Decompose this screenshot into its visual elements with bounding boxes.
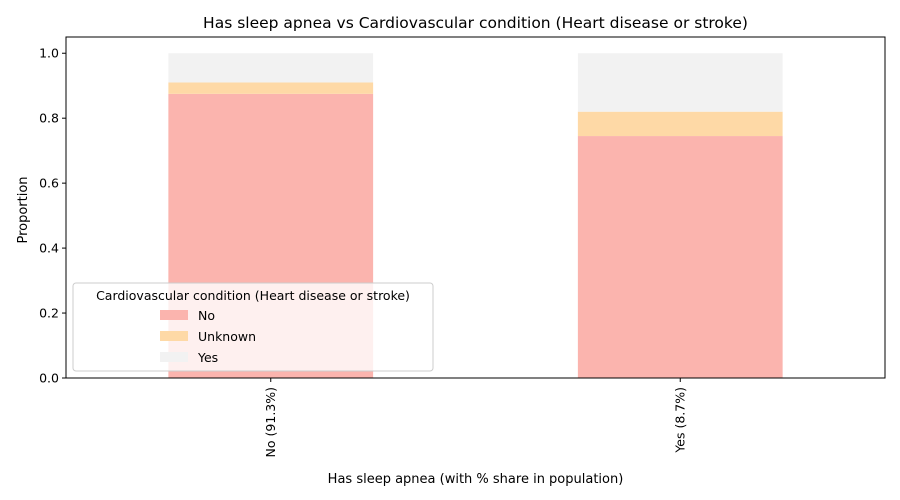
legend-box <box>72 282 434 372</box>
legend-swatch-yes <box>160 352 188 362</box>
bar-unknown-2 <box>577 111 783 137</box>
y-tick-label: 1.0 <box>39 46 59 61</box>
bar-no-2 <box>577 136 783 378</box>
legend-label-unknown: Unknown <box>198 329 256 344</box>
legend-label-yes: Yes <box>197 350 218 365</box>
x-tick-label: No (91.3%) <box>263 387 278 457</box>
plot-area: No (91.3%) Yes (8.7%) 0.0 0.2 0.4 0.6 0.8 1.0 <box>39 36 886 457</box>
y-tick-label: 0.6 <box>39 176 59 191</box>
bar-unknown-1 <box>168 82 374 94</box>
x-tick-label: Yes (8.7%) <box>672 387 687 454</box>
legend-swatch-unknown <box>160 331 188 341</box>
x-axis-label: Has sleep apnea (with % share in populat… <box>328 472 624 487</box>
bar-yes-1 <box>168 53 374 83</box>
bar-yes-2 <box>577 53 783 112</box>
chart-title: Has sleep apnea vs Cardiovascular condit… <box>203 14 748 32</box>
axes-frame <box>65 36 886 379</box>
y-tick-label: 0.4 <box>39 241 59 256</box>
y-axis-label: Proportion <box>16 176 31 243</box>
y-tick-label: 0.2 <box>39 306 59 321</box>
y-tick-label: 0.8 <box>39 111 59 126</box>
legend: Cardiovascular condition (Heart disease … <box>72 282 434 372</box>
y-tick-label: 0.0 <box>39 371 59 386</box>
legend-label-no: No <box>198 308 215 323</box>
legend-swatch-no <box>160 310 188 320</box>
legend-title: Cardiovascular condition (Heart disease … <box>96 288 410 303</box>
